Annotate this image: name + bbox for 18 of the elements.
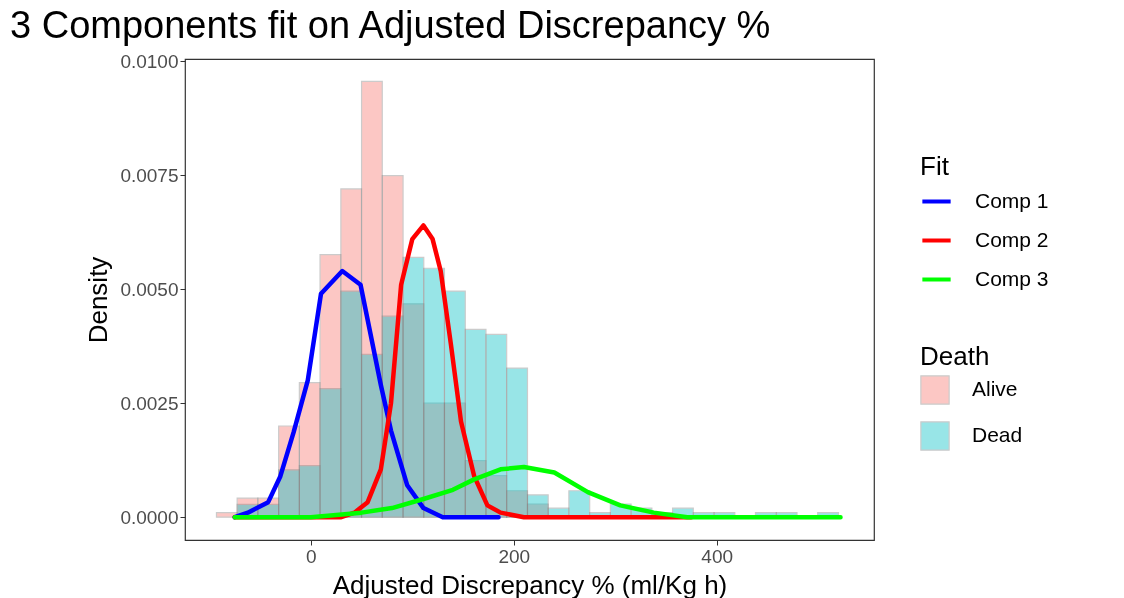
legend-label: Dead [972, 423, 1023, 446]
x-tick-label: 200 [498, 545, 531, 567]
y-tick-label: 0.0100 [120, 50, 179, 72]
x-tick-label: 0 [306, 545, 317, 567]
legend-label: Comp 2 [975, 227, 1049, 251]
legend-label: Comp 1 [975, 188, 1049, 212]
y-tick-label: 0.0050 [120, 278, 179, 300]
y-axis-title: Density [83, 256, 114, 344]
y-tick-label: 0.0075 [120, 164, 179, 186]
legend-label: Alive [972, 377, 1018, 400]
x-tick-label: 400 [701, 545, 734, 567]
x-axis-title: Adjusted Discrepancy % (ml/Kg h) [332, 569, 728, 598]
text: Fit [920, 151, 949, 181]
y-tick-label: 0.0000 [120, 506, 179, 528]
y-tick-label: 0.0025 [120, 392, 179, 414]
legend-label: Comp 3 [975, 266, 1049, 290]
chart-title: 3 Components fit on Adjusted Discrepancy % [10, 4, 771, 47]
text: Death [920, 341, 990, 371]
